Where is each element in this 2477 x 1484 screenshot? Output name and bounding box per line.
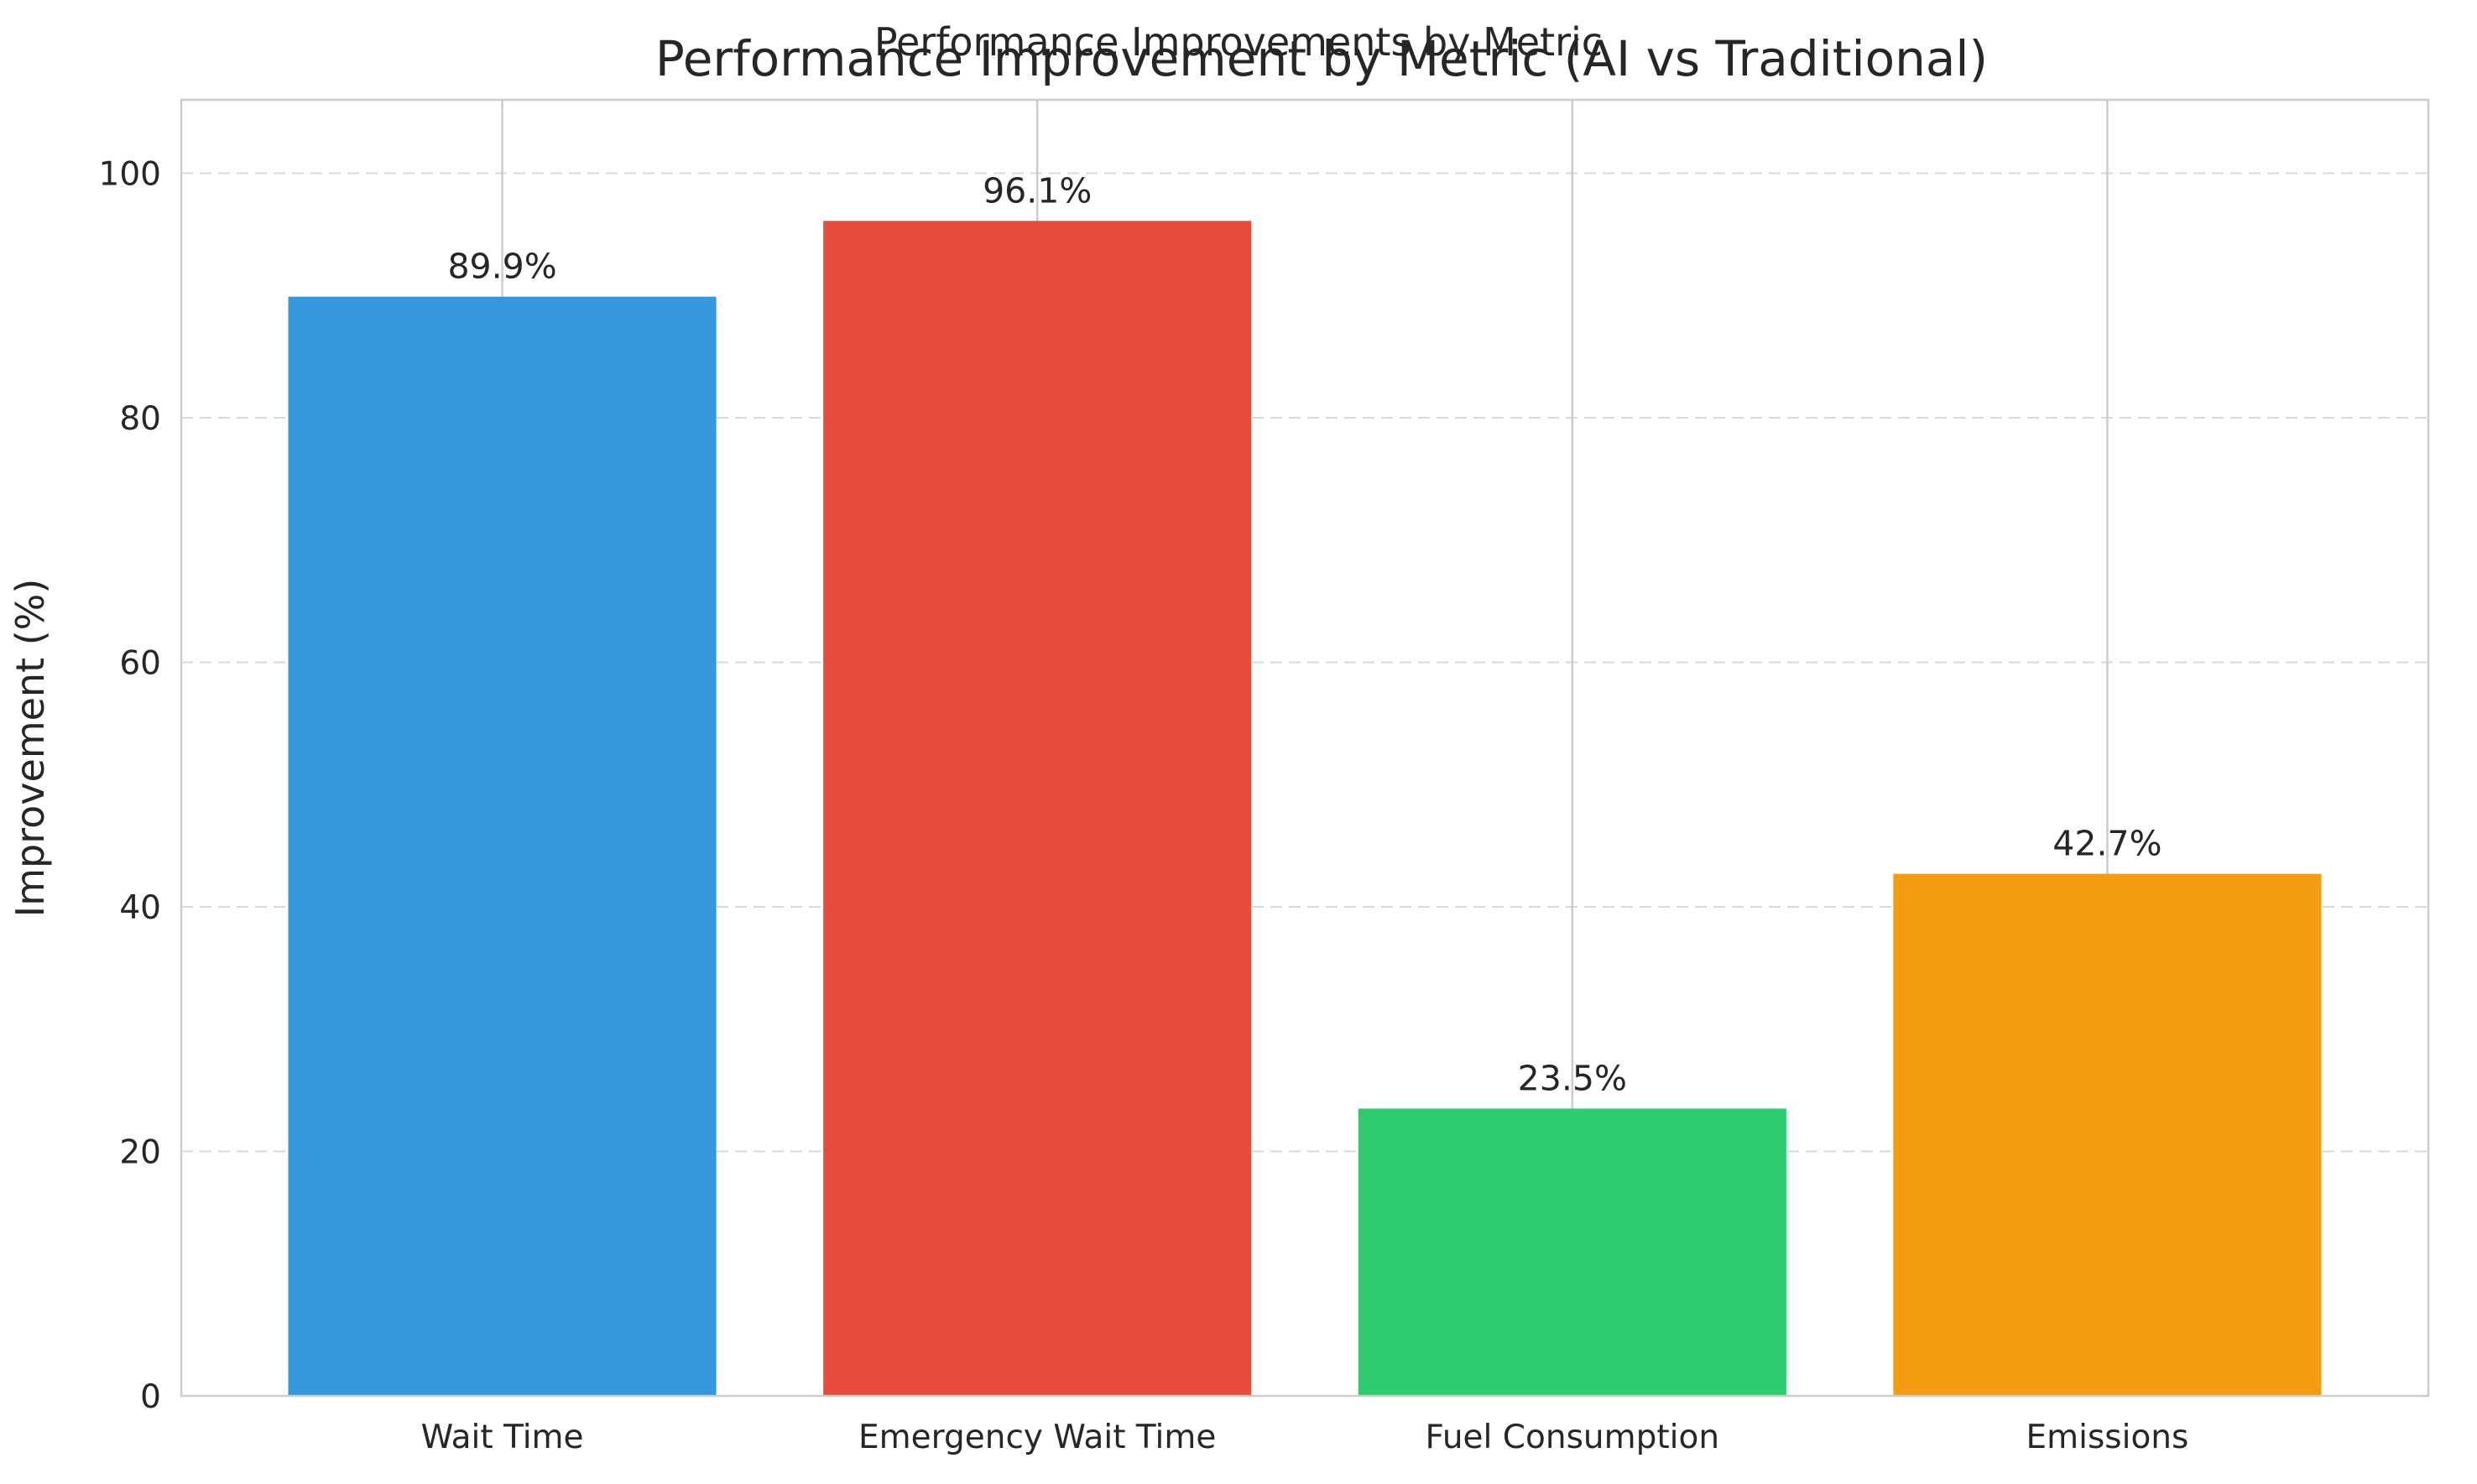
vertical-grid <box>501 100 2109 1396</box>
y-tick-label: 100 <box>99 155 161 193</box>
chart-suptitle: Performance Improvements by Metric <box>874 19 1603 65</box>
plot-area: 89.9% 96.1% 23.5% 42.7% <box>180 98 2430 1398</box>
y-tick-label: 40 <box>119 889 161 927</box>
bar <box>1893 873 2322 1396</box>
x-tick-label: Wait Time <box>421 1419 584 1456</box>
chart-title: Performance Improvement by Metric (AI vs… <box>655 30 1988 87</box>
x-tick-label: Emergency Wait Time <box>858 1419 1216 1456</box>
y-axis-ticks: 0 20 40 60 80 100 <box>99 155 161 1416</box>
x-axis-ticks: Wait Time Emergency Wait Time Fuel Consump… <box>421 1419 2189 1456</box>
y-axis-label: Improvement (%) <box>8 579 53 918</box>
bar <box>1358 1108 1786 1396</box>
bar-value-label: 23.5% <box>1518 1058 1627 1098</box>
bar <box>288 296 717 1397</box>
bar-value-label: 96.1% <box>983 170 1092 211</box>
x-tick-label: Fuel Consumption <box>1426 1419 1720 1456</box>
y-tick-label: 0 <box>140 1378 161 1416</box>
y-tick-label: 20 <box>119 1133 161 1171</box>
data-labels: 89.9% 96.1% 23.5% 42.7% <box>447 170 2162 1098</box>
bar-value-label: 89.9% <box>447 247 556 287</box>
y-tick-label: 80 <box>119 400 161 438</box>
bar <box>823 221 1252 1397</box>
bars <box>288 221 2322 1397</box>
bar-value-label: 42.7% <box>2052 824 2162 864</box>
x-tick-label: Emissions <box>2026 1419 2189 1456</box>
y-tick-label: 60 <box>119 644 161 682</box>
plot-frame <box>180 98 2430 1398</box>
